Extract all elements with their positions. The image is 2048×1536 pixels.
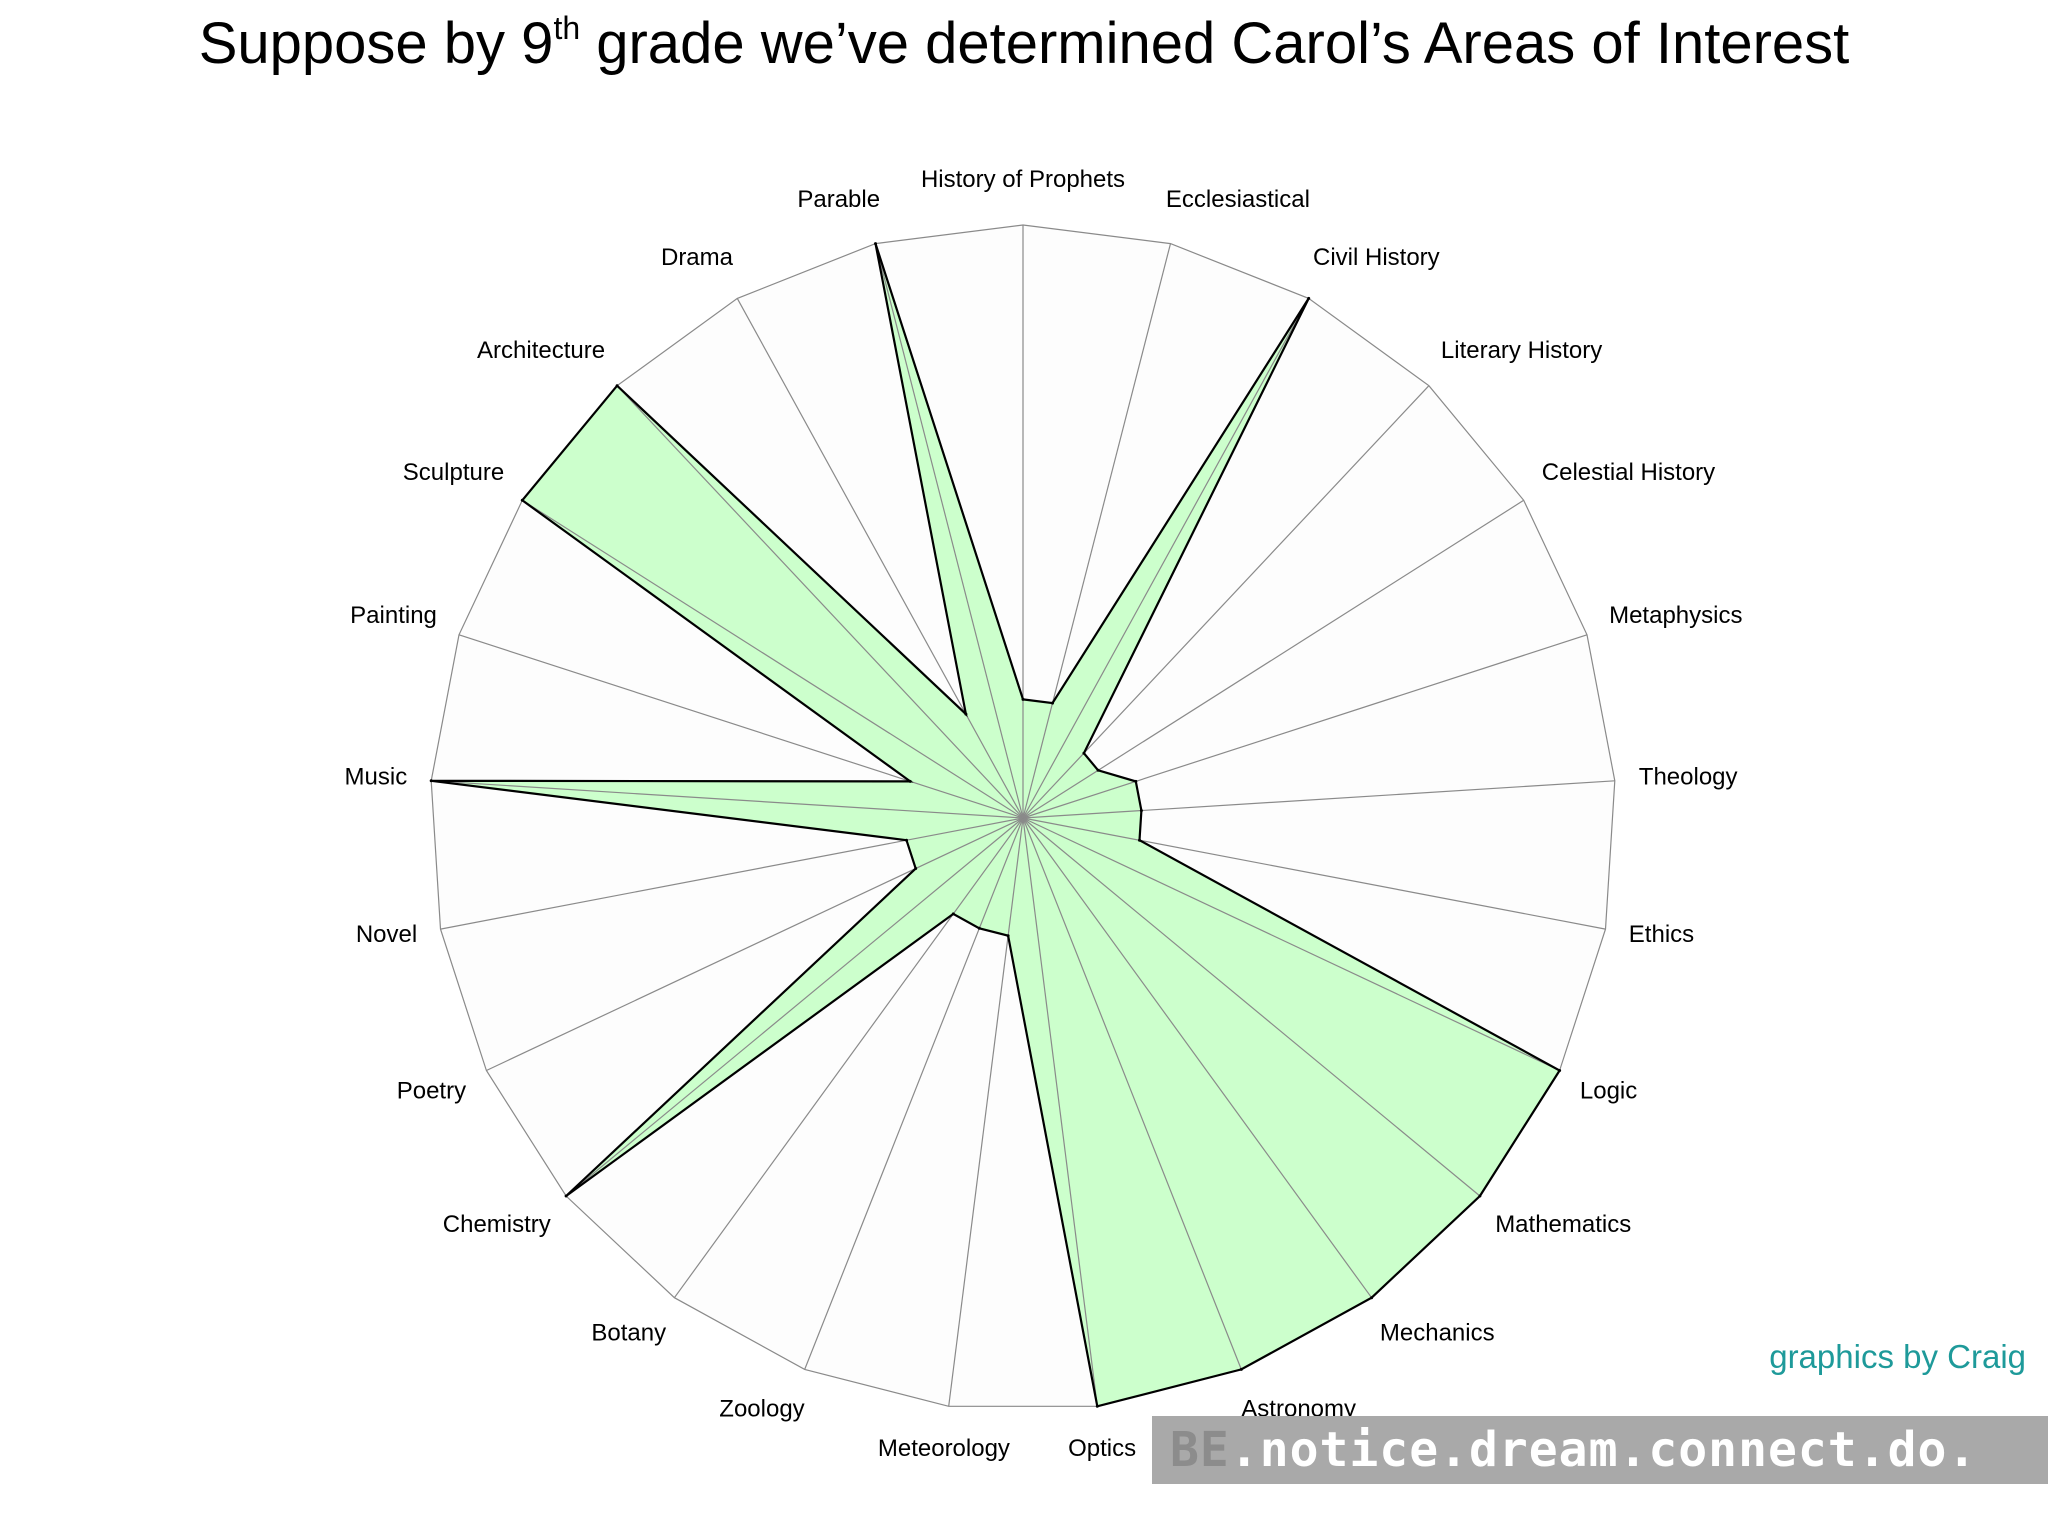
spoke-5: [1022, 634, 1588, 819]
data-point-21: [520, 498, 524, 502]
data-point-7: [1138, 838, 1141, 842]
data-point-18: [905, 838, 908, 842]
axis-label-16: Chemistry: [443, 1211, 551, 1238]
spoke-2: [1022, 298, 1310, 819]
data-point-14: [977, 926, 981, 930]
spoke-22: [616, 385, 1024, 819]
spoke-11: [1022, 817, 1242, 1370]
data-area: [431, 243, 1560, 1407]
banner-prefix: BE: [1170, 1422, 1230, 1478]
data-point-10: [1370, 1296, 1374, 1300]
credit-text: graphics by Craig: [1769, 1338, 2026, 1375]
title-text-after: grade we’ve determined Carol’s Areas of …: [580, 11, 1850, 76]
spoke-23: [736, 298, 1024, 819]
data-point-19: [429, 779, 433, 783]
axis-label-15: Botany: [591, 1320, 666, 1347]
axis-label-19: Music: [345, 763, 408, 790]
data-point-9: [1478, 1194, 1482, 1198]
data-point-20: [908, 779, 912, 783]
data-point-4: [1096, 768, 1100, 772]
title-text-before: Suppose by 9: [198, 11, 554, 76]
spoke-17: [486, 817, 1024, 1072]
axis-label-7: Ethics: [1629, 921, 1694, 948]
data-point-23: [964, 712, 968, 716]
spoke-6: [1022, 780, 1615, 819]
spoke-4: [1022, 499, 1525, 819]
data-point-11: [1239, 1367, 1243, 1371]
footer-banner: BE.notice.dream.connect.do.: [1152, 1416, 2048, 1484]
spoke-13: [948, 817, 1024, 1407]
data-point-12: [1095, 1404, 1099, 1408]
axis-label-23: Drama: [661, 244, 734, 271]
spoke-18: [440, 817, 1024, 930]
data-point-16: [564, 1194, 568, 1198]
axis-label-3: Literary History: [1441, 337, 1602, 364]
axis-label-21: Sculpture: [403, 459, 504, 486]
axis-label-2: Civil History: [1313, 244, 1440, 271]
data-point-17: [914, 867, 918, 870]
spoke-19: [431, 780, 1024, 819]
data-point-0: [1021, 697, 1025, 701]
title-superscript: th: [553, 10, 581, 46]
axis-label-17: Poetry: [397, 1078, 466, 1105]
axis-label-24: Parable: [797, 186, 880, 213]
data-point-5: [1134, 779, 1138, 783]
data-point-6: [1139, 809, 1143, 813]
axis-label-14: Zoology: [719, 1396, 804, 1423]
spoke-15: [673, 817, 1024, 1299]
chart-title: Suppose by 9th grade we’ve determined Ca…: [0, 10, 2048, 77]
axis-label-18: Novel: [356, 921, 417, 948]
data-point-1: [1051, 701, 1054, 705]
data-point-2: [1307, 296, 1311, 300]
data-point-3: [1082, 751, 1086, 755]
axis-label-5: Metaphysics: [1609, 602, 1742, 629]
banner-text: .notice.dream.connect.do.: [1229, 1422, 1978, 1478]
axis-label-13: Meteorology: [878, 1435, 1010, 1462]
axis-label-9: Mathematics: [1495, 1211, 1631, 1238]
spoke-8: [1022, 817, 1560, 1072]
spoke-9: [1022, 817, 1481, 1197]
axis-label-12: Optics: [1068, 1435, 1136, 1462]
axis-label-6: Theology: [1639, 763, 1738, 790]
spoke-21: [521, 499, 1024, 819]
axis-label-4: Celestial History: [1542, 459, 1715, 486]
spoke-16: [565, 817, 1024, 1197]
axis-label-10: Mechanics: [1380, 1320, 1495, 1347]
data-outline: [431, 243, 1562, 1408]
spoke-12: [1022, 817, 1098, 1407]
axis-label-8: Logic: [1580, 1078, 1637, 1105]
spoke-10: [1022, 817, 1373, 1299]
data-point-8: [1558, 1069, 1562, 1072]
axis-label-1: Ecclesiastical: [1166, 186, 1310, 213]
spoke-24: [874, 243, 1024, 819]
axis-label-0: History of Prophets: [921, 166, 1125, 193]
data-point-15: [951, 912, 955, 916]
data-point-22: [615, 384, 619, 388]
data-point-24: [874, 242, 877, 246]
spoke-3: [1022, 385, 1430, 819]
spoke-14: [804, 817, 1024, 1370]
axis-label-20: Painting: [350, 602, 437, 629]
axis-label-22: Architecture: [477, 337, 605, 364]
spoke-1: [1022, 243, 1172, 819]
spoke-20: [458, 634, 1024, 819]
data-point-13: [1006, 934, 1010, 938]
spoke-7: [1022, 817, 1606, 930]
